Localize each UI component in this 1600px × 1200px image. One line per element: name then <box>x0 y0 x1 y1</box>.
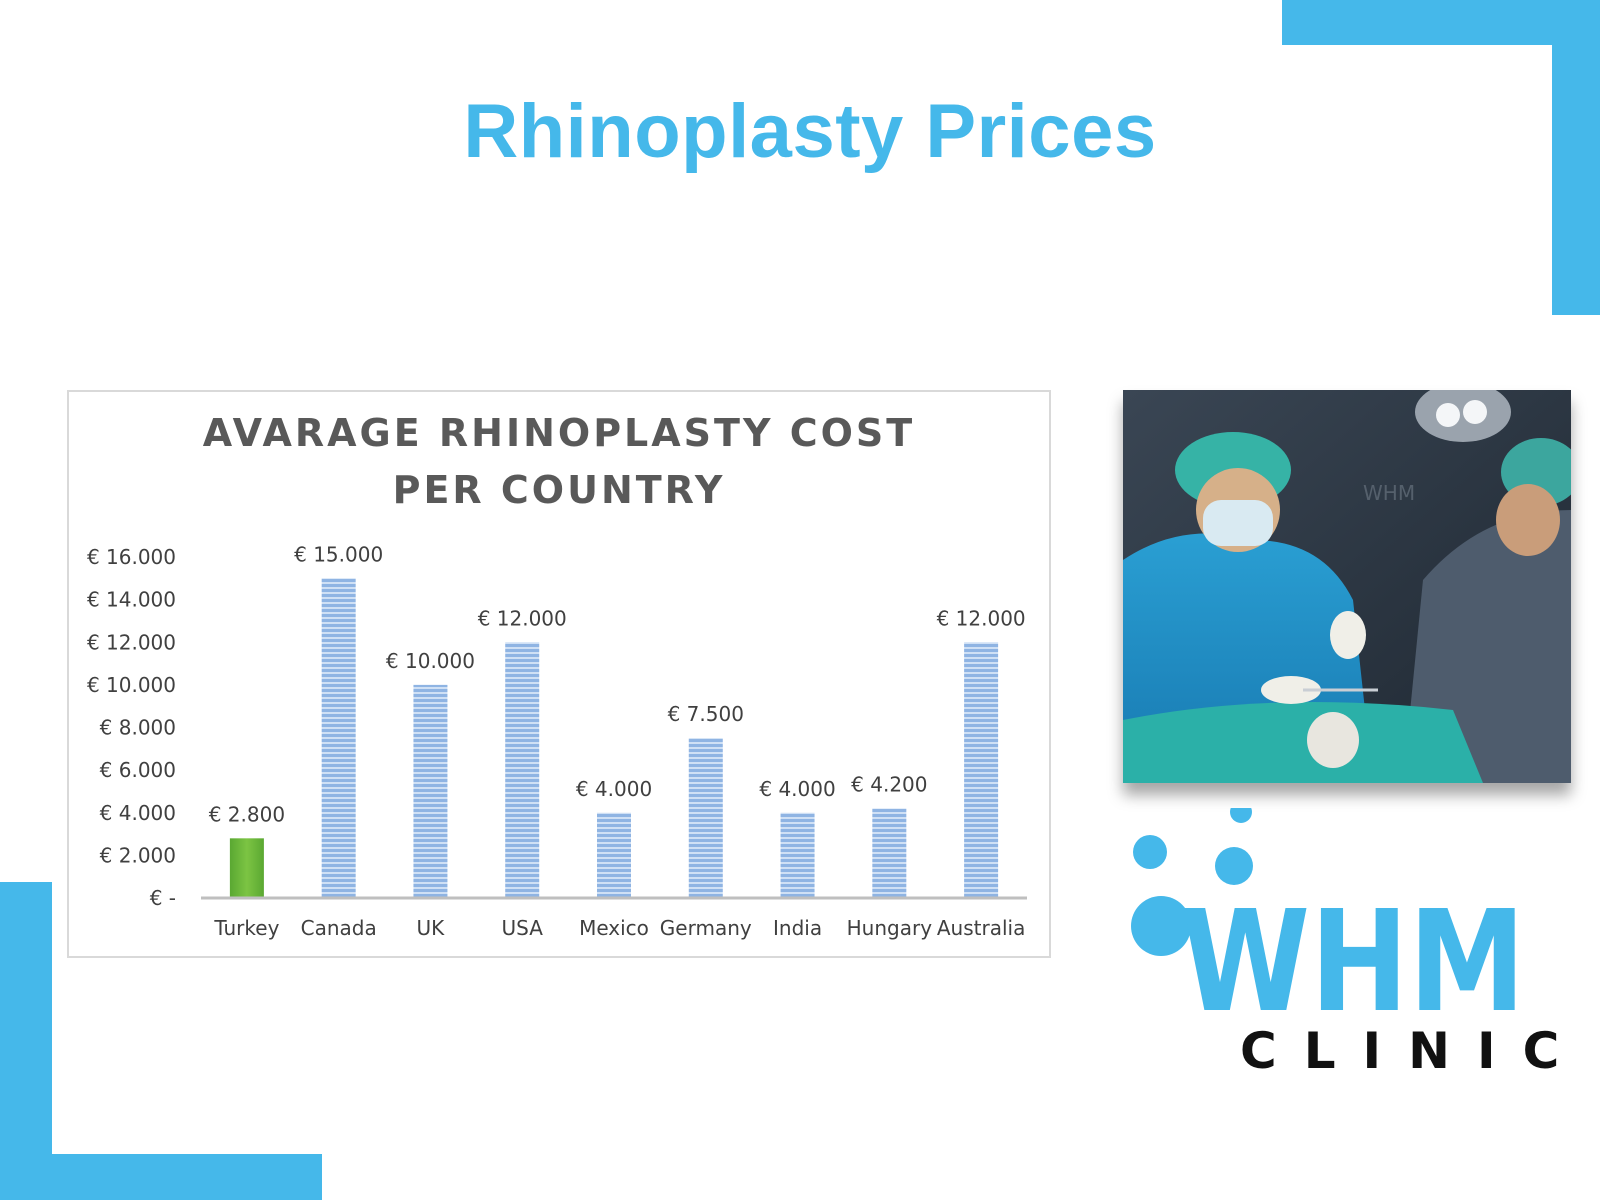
y-tick-label: € 10.000 <box>87 673 176 697</box>
bar-hungary <box>872 808 907 898</box>
data-label: € 7.500 <box>668 702 744 726</box>
y-tick-label: € 6.000 <box>100 758 176 782</box>
data-label: € 10.000 <box>386 649 475 673</box>
y-axis-labels: € - € 2.000 € 4.000 € 6.000 € 8.000 € 10.000 €… <box>87 545 176 910</box>
x-tick-label: UK <box>417 916 446 940</box>
data-label: € 2.800 <box>209 802 285 826</box>
y-tick-label: € 8.000 <box>100 716 176 740</box>
corner-decoration-bottom-left-horizontal <box>0 1154 322 1200</box>
y-tick-label: € 16.000 <box>87 545 176 569</box>
x-tick-label: Mexico <box>579 916 649 940</box>
data-label: € 4.000 <box>576 777 652 801</box>
page-title: Rhinoplasty Prices <box>463 89 1157 174</box>
bar-canada <box>321 578 356 898</box>
bar-india <box>780 812 815 898</box>
bar-usa <box>505 642 540 898</box>
x-tick-label: Turkey <box>213 916 279 940</box>
bar-turkey <box>229 838 264 898</box>
x-tick-label: USA <box>502 916 544 940</box>
x-tick-label: Germany <box>660 916 752 940</box>
whm-logo-icon: WHM <box>1131 801 1526 1044</box>
bar-australia <box>964 642 999 898</box>
data-labels: € 2.800€ 15.000€ 10.000€ 12.000€ 4.000€ … <box>209 542 1026 826</box>
surgery-photo-icon: WHM <box>1123 390 1571 783</box>
data-label: € 12.000 <box>937 606 1026 630</box>
x-tick-label: Canada <box>301 916 377 940</box>
chart-title-line-1: AVARAGE RHINOPLASTY COST <box>203 411 915 455</box>
bars <box>229 578 999 898</box>
bar-mexico <box>597 812 631 898</box>
bar-uk <box>413 684 448 898</box>
chart-canvas: AVARAGE RHINOPLASTY COST PER COUNTRY € -… <box>87 411 1027 940</box>
corner-decoration-top-right-vertical <box>1552 0 1600 315</box>
x-tick-label: Australia <box>937 916 1025 940</box>
data-label: € 12.000 <box>478 606 567 630</box>
x-tick-label: Hungary <box>847 916 933 940</box>
y-tick-label: € 4.000 <box>100 801 176 825</box>
logo-brand: WHM <box>1181 881 1526 1018</box>
data-label: € 15.000 <box>294 542 383 566</box>
corner-decoration-bottom-left <box>0 882 52 1200</box>
x-axis-labels: Turkey Canada UK USA Mexico Germany India Hunga… <box>213 916 1025 940</box>
y-tick-label: € - <box>150 886 176 910</box>
surgery-photo: WHM <box>1123 390 1571 783</box>
bar-germany <box>688 738 723 898</box>
data-label: € 4.200 <box>851 772 927 796</box>
photo-watermark: WHM <box>1363 481 1415 505</box>
logo-subtitle: CLINIC <box>1240 1022 1587 1080</box>
chart-title-line-2: PER COUNTRY <box>393 468 726 512</box>
corner-decoration-top-right <box>1282 0 1600 45</box>
y-tick-label: € 2.000 <box>100 843 176 867</box>
y-tick-label: € 14.000 <box>87 588 176 612</box>
bar-chart: AVARAGE RHINOPLASTY COST PER COUNTRY € -… <box>67 390 1051 958</box>
y-tick-label: € 12.000 <box>87 630 176 654</box>
whm-clinic-logo: WHM CLINIC <box>1125 801 1565 1088</box>
data-label: € 4.000 <box>759 777 835 801</box>
x-tick-label: India <box>773 916 822 940</box>
